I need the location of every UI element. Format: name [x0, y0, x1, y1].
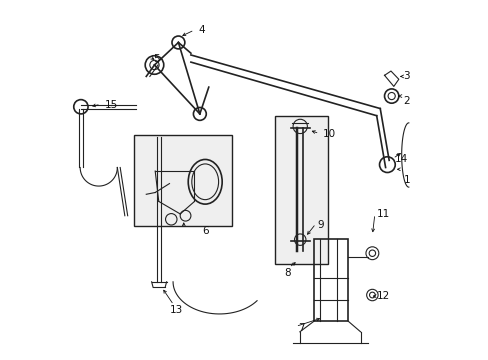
Text: 4: 4: [198, 25, 204, 35]
Text: 9: 9: [317, 220, 324, 230]
Text: 3: 3: [403, 71, 409, 81]
Text: 14: 14: [394, 154, 407, 163]
Text: 12: 12: [376, 291, 389, 301]
Text: 5: 5: [153, 54, 160, 64]
FancyBboxPatch shape: [274, 116, 328, 264]
Text: 15: 15: [105, 100, 118, 110]
Text: 2: 2: [403, 96, 409, 107]
Text: 6: 6: [202, 226, 208, 237]
Bar: [313, 239, 347, 321]
Text: 7: 7: [298, 323, 304, 333]
Text: 11: 11: [376, 209, 389, 219]
FancyBboxPatch shape: [134, 135, 231, 226]
Text: 8: 8: [284, 267, 290, 278]
Text: 10: 10: [323, 129, 336, 139]
Text: 13: 13: [170, 305, 183, 315]
Text: 1: 1: [403, 175, 409, 185]
